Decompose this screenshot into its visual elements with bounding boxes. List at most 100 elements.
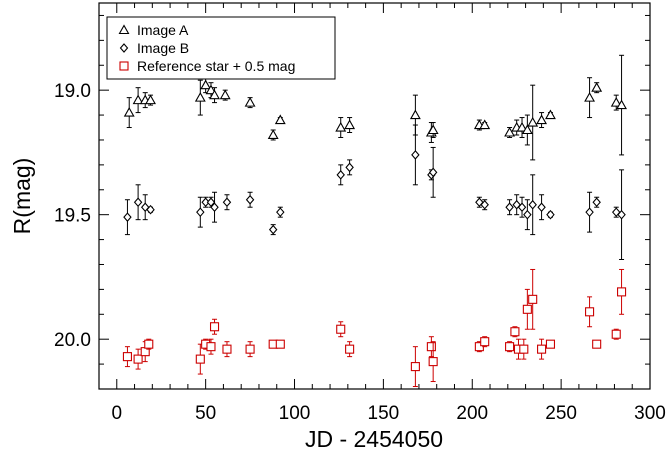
data-point bbox=[122, 352, 132, 362]
data-point bbox=[335, 121, 347, 132]
data-point bbox=[592, 197, 601, 208]
data-point bbox=[519, 344, 529, 354]
data-point bbox=[545, 339, 556, 349]
legend-label: Reference star + 0.5 mag bbox=[137, 58, 295, 74]
data-point bbox=[206, 342, 216, 352]
data-point bbox=[479, 119, 491, 130]
data-point bbox=[610, 96, 622, 107]
legend-symbol bbox=[118, 24, 130, 35]
data-point bbox=[209, 89, 220, 100]
series-1 bbox=[123, 54, 628, 161]
legend-label: Image A bbox=[137, 22, 189, 38]
data-point bbox=[505, 342, 515, 352]
legend-entry: Image B bbox=[119, 40, 189, 56]
x-axis-title: JD - 2454050 bbox=[305, 426, 443, 452]
y-axis-title: R(mag) bbox=[9, 158, 35, 235]
data-point bbox=[222, 197, 232, 208]
x-tick-label: 150 bbox=[368, 403, 400, 424]
data-point bbox=[528, 199, 537, 210]
data-point bbox=[133, 197, 143, 208]
x-tick-label: 250 bbox=[545, 403, 577, 424]
data-point bbox=[219, 89, 231, 100]
data-point bbox=[592, 339, 602, 349]
data-point bbox=[428, 167, 438, 178]
data-point bbox=[210, 202, 219, 213]
data-point bbox=[521, 124, 533, 135]
y-tick-label: 19.5 bbox=[54, 206, 91, 227]
data-point bbox=[409, 109, 421, 120]
y-tick-label: 20.0 bbox=[54, 330, 91, 351]
data-point bbox=[123, 106, 135, 117]
data-point bbox=[584, 92, 596, 102]
data-point bbox=[410, 362, 420, 372]
data-point bbox=[537, 344, 547, 354]
data-point bbox=[244, 96, 256, 107]
data-point bbox=[480, 199, 489, 210]
data-point bbox=[345, 344, 355, 354]
data-point bbox=[546, 209, 555, 220]
x-tick-label: 300 bbox=[634, 403, 666, 424]
data-point bbox=[275, 339, 285, 349]
data-point bbox=[617, 287, 627, 297]
data-point bbox=[123, 212, 132, 223]
data-point bbox=[222, 344, 232, 354]
data-point bbox=[585, 207, 594, 218]
data-point bbox=[133, 354, 143, 364]
data-point bbox=[336, 324, 346, 334]
data-point bbox=[145, 94, 156, 105]
data-point bbox=[527, 116, 539, 127]
data-point bbox=[206, 197, 216, 208]
legend-symbol bbox=[119, 43, 129, 53]
data-point bbox=[522, 304, 532, 314]
data-point bbox=[427, 124, 439, 135]
legend: Image A Image B Reference star + 0.5 mag bbox=[106, 16, 336, 80]
plot-frame bbox=[98, 2, 651, 390]
series-3 bbox=[122, 268, 627, 388]
legend-label: Image B bbox=[137, 40, 189, 56]
data-point bbox=[480, 337, 490, 347]
legend-entry: Reference star + 0.5 mag bbox=[119, 58, 295, 74]
axes: 0 50 100 150 200 250 300 19.0 19.5 20.0 bbox=[54, 3, 666, 424]
data-point bbox=[505, 202, 514, 213]
data-point bbox=[195, 354, 205, 364]
data-point bbox=[245, 344, 255, 354]
data-point bbox=[196, 207, 205, 218]
data-point bbox=[537, 202, 546, 213]
data-point bbox=[591, 82, 603, 92]
data-point bbox=[428, 357, 438, 367]
x-tick-label: 100 bbox=[279, 403, 311, 424]
x-tick-label: 50 bbox=[195, 403, 216, 424]
data-point bbox=[517, 202, 527, 213]
data-point bbox=[200, 79, 212, 90]
data-point bbox=[276, 207, 285, 218]
data-point bbox=[245, 194, 255, 205]
legend-symbol bbox=[119, 61, 129, 71]
series-2 bbox=[123, 124, 626, 261]
x-tick-label: 0 bbox=[111, 403, 122, 424]
data-point bbox=[194, 92, 206, 102]
data-point bbox=[516, 121, 528, 132]
data-point bbox=[274, 114, 286, 125]
data-point bbox=[336, 169, 345, 180]
data-point bbox=[144, 339, 154, 349]
y-tick-label: 19.0 bbox=[54, 81, 91, 102]
data-point bbox=[267, 129, 279, 140]
data-point bbox=[510, 327, 520, 337]
data-point bbox=[616, 99, 628, 110]
data-point bbox=[411, 150, 420, 160]
data-point bbox=[523, 209, 532, 220]
data-point bbox=[205, 84, 217, 95]
data-point bbox=[545, 109, 556, 120]
data-point bbox=[268, 224, 278, 235]
plot-area bbox=[122, 54, 628, 388]
data-point bbox=[585, 307, 595, 317]
x-tick-label: 200 bbox=[456, 403, 488, 424]
data-point bbox=[536, 114, 548, 125]
data-point bbox=[209, 322, 220, 332]
data-point bbox=[345, 162, 354, 173]
data-point bbox=[504, 126, 516, 137]
data-point bbox=[146, 204, 155, 215]
legend-entry: Image A bbox=[118, 22, 189, 38]
data-point bbox=[426, 342, 436, 352]
